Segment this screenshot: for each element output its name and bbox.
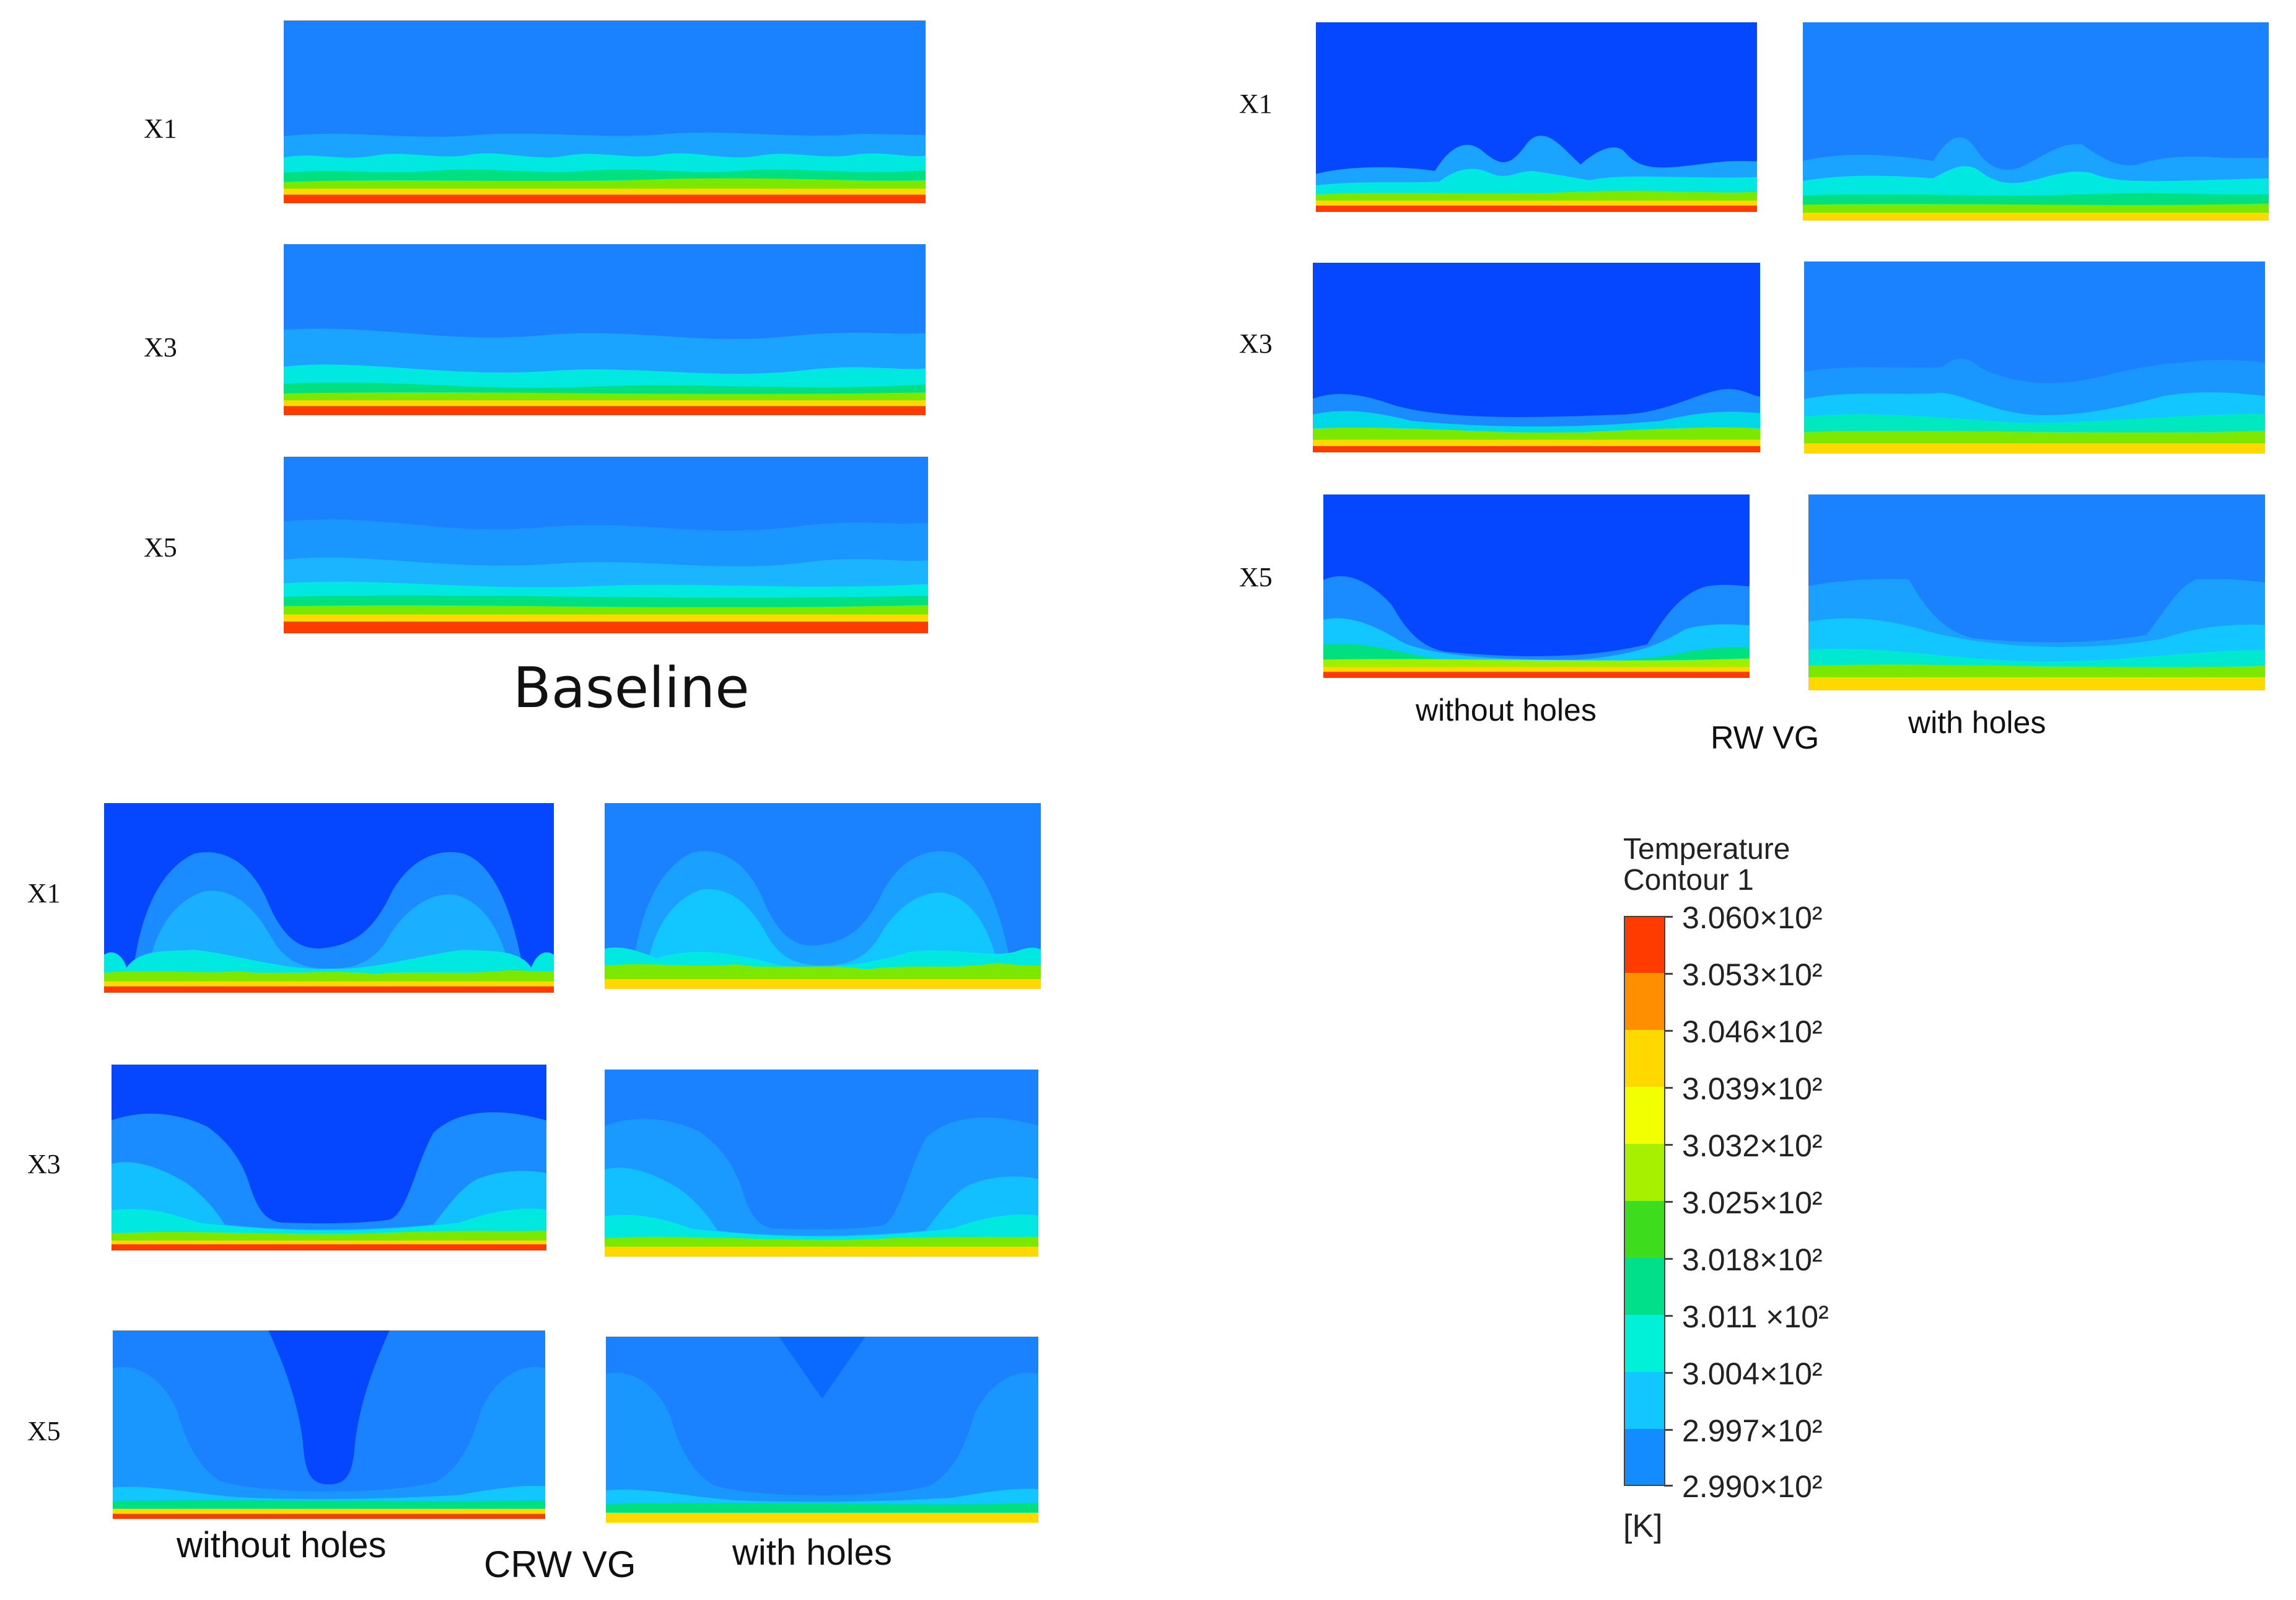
baseline-title: Baseline [513, 656, 750, 721]
crwvg-with-holes-caption: with holes [732, 1532, 892, 1573]
colorbar-tick-mark [1664, 1201, 1673, 1203]
rwvg-with-holes-caption: with holes [1908, 705, 2046, 740]
crwvg-label-x5: X5 [27, 1416, 61, 1446]
colorbar-tick-mark [1664, 1144, 1673, 1146]
colorbar-swatch [1625, 1201, 1665, 1258]
colorbar-tick-mark [1664, 1372, 1673, 1374]
colorbar-tick-label: 2.997×10² [1682, 1413, 1823, 1448]
rwvg-nohole-x3-contour [1313, 263, 1760, 452]
colorbar-title-line2: Contour 1 [1623, 864, 1754, 897]
rwvg-without-holes-caption: without holes [1416, 693, 1597, 727]
rwvg-label-x3: X3 [1239, 328, 1273, 359]
rwvg-title: RW VG [1711, 720, 1820, 756]
crwvg-without-holes-caption: without holes [177, 1525, 387, 1565]
colorbar-title: Temperature Contour 1 [1623, 834, 1790, 896]
colorbar-tick-mark [1664, 916, 1673, 918]
colorbar-tick-label: 3.011 ×10² [1682, 1299, 1829, 1334]
colorbar-tick-label: 3.004×10² [1682, 1356, 1823, 1391]
colorbar-swatch [1625, 1087, 1665, 1144]
colorbar-tick-mark [1664, 973, 1673, 975]
colorbar-swatch [1625, 1144, 1665, 1201]
crwvg-title: CRW VG [484, 1544, 636, 1585]
colorbar-unit: [K] [1623, 1508, 1663, 1544]
crwvg-nohole-x5-contour [113, 1330, 545, 1519]
crwvg-hole-x3-contour [605, 1070, 1038, 1257]
colorbar-swatch [1625, 1258, 1665, 1315]
colorbar-swatch [1625, 1030, 1665, 1087]
colorbar-swatch [1625, 1429, 1665, 1486]
rwvg-nohole-x5-contour [1323, 495, 1750, 678]
baseline-x1-contour [284, 20, 926, 203]
colorbar-swatch [1625, 973, 1665, 1030]
rwvg-nohole-x1-contour [1316, 22, 1757, 212]
baseline-x3-contour [284, 244, 926, 415]
colorbar-tick-label: 3.046×10² [1682, 1014, 1823, 1049]
colorbar-tick-label: 3.060×10² [1682, 900, 1823, 935]
colorbar-tick-mark [1664, 1485, 1673, 1487]
colorbar-tick-mark [1664, 1258, 1673, 1260]
crwvg-label-x3: X3 [27, 1149, 61, 1179]
crwvg-nohole-x1-contour [104, 803, 554, 993]
colorbar-tick-mark [1664, 1087, 1673, 1089]
crwvg-hole-x1-contour [605, 803, 1041, 989]
baseline-label-x5: X5 [144, 532, 177, 563]
rwvg-label-x5: X5 [1239, 562, 1273, 592]
crwvg-hole-x5-contour [606, 1337, 1038, 1523]
colorbar-swatch [1625, 1372, 1665, 1429]
baseline-x5-contour [284, 457, 928, 633]
rwvg-hole-x1-contour [1803, 22, 2269, 221]
rwvg-hole-x5-contour [1808, 495, 2265, 690]
colorbar-frame [1624, 916, 1665, 1486]
baseline-label-x3: X3 [144, 332, 177, 363]
colorbar-tick-label: 3.032×10² [1682, 1128, 1823, 1163]
colorbar-tick-label: 3.039×10² [1682, 1071, 1823, 1106]
crwvg-nohole-x3-contour [112, 1065, 546, 1251]
colorbar-tick-mark [1664, 1315, 1673, 1317]
colorbar-tick-mark [1664, 1030, 1673, 1032]
colorbar-tick-mark [1664, 1429, 1673, 1431]
rwvg-hole-x3-contour [1804, 262, 2265, 454]
colorbar-tick-label: 3.018×10² [1682, 1242, 1823, 1277]
baseline-label-x1: X1 [144, 113, 177, 144]
colorbar-swatch [1625, 1315, 1665, 1372]
colorbar-tick-label: 3.053×10² [1682, 957, 1823, 992]
colorbar-tick-label: 2.990×10² [1682, 1469, 1823, 1504]
colorbar-swatch [1625, 916, 1665, 973]
colorbar-title-line1: Temperature [1623, 833, 1790, 866]
colorbar-tick-label: 3.025×10² [1682, 1185, 1823, 1220]
rwvg-label-x1: X1 [1239, 89, 1273, 119]
crwvg-label-x1: X1 [27, 878, 61, 908]
